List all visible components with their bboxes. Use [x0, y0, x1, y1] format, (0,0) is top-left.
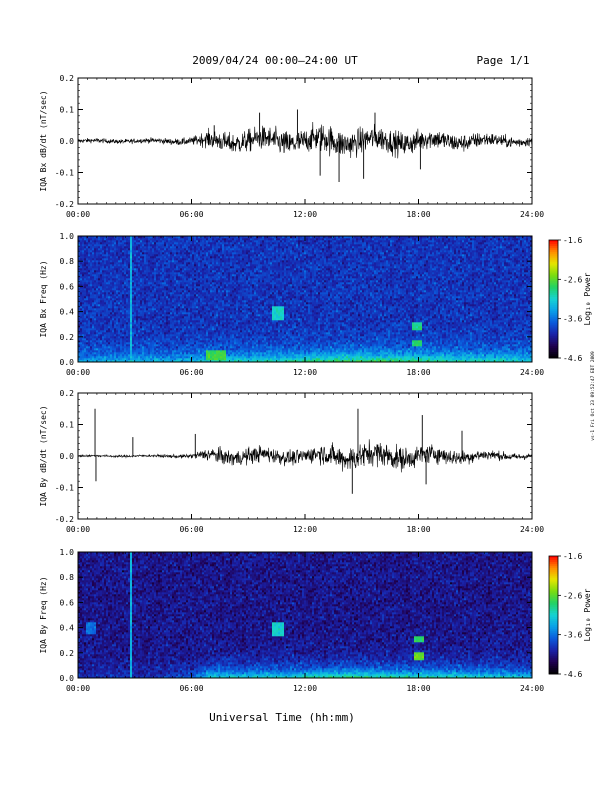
- x-tick-label: 18:00: [406, 210, 430, 219]
- x-tick-label: 00:00: [66, 368, 90, 377]
- y-axis-label: IQA Bx dB/dt (nT/sec): [39, 90, 48, 191]
- colorbar: -1.6 -2.6 -3.6 -4.6 Log₁₀ Power: [549, 552, 592, 679]
- colorbar: -1.6 -2.6 -3.6 -4.6 Log₁₀ Power: [549, 236, 592, 363]
- y-axis-label: IQA Bx Freq (Hz): [39, 260, 48, 337]
- x-tick-label: 18:00: [406, 684, 430, 693]
- x-tick-label: 06:00: [179, 525, 203, 534]
- page-indicator: Page 1/1: [477, 54, 530, 67]
- x-axis-label: Universal Time (hh:mm): [209, 711, 355, 724]
- y-tick-label: 0.2: [60, 649, 75, 658]
- y-tick-label: 1.0: [60, 232, 75, 241]
- panel-4: -1.6 -2.6 -3.6 -4.6 Log₁₀ Power 00:00 06:00 12:…: [39, 548, 592, 693]
- trace: [78, 110, 532, 182]
- signal-line: [78, 122, 532, 158]
- y-tick-label: 0.6: [60, 598, 75, 607]
- x-tick-label: 06:00: [179, 210, 203, 219]
- y-axis-label: IQA By dB/dt (nT/sec): [39, 405, 48, 506]
- x-tick-label: 12:00: [293, 210, 317, 219]
- signal-line: [78, 439, 532, 472]
- y-tick-label: 0.8: [60, 573, 75, 582]
- x-tick-label: 06:00: [179, 684, 203, 693]
- magnetometer-figure: 2009/04/24 00:00–24:00 UT Page 1/1 vs-1 …: [0, 0, 612, 792]
- figure-title: 2009/04/24 00:00–24:00 UT: [192, 54, 358, 67]
- x-tick-label: 24:00: [520, 684, 544, 693]
- spectrogram: [78, 236, 532, 362]
- colorbar-tick-label: -3.6: [563, 315, 582, 324]
- colorbar-tick-label: -1.6: [563, 552, 582, 561]
- y-tick-label: 0.0: [60, 452, 75, 461]
- x-tick-label: 24:00: [520, 368, 544, 377]
- y-axis-label: IQA By Freq (Hz): [39, 576, 48, 653]
- x-tick-label: 18:00: [406, 368, 430, 377]
- colorbar-tick-label: -4.6: [563, 670, 582, 679]
- spectrogram: [78, 552, 532, 678]
- y-tick-label: 0.6: [60, 282, 75, 291]
- colorbar-label: Log₁₀ Power: [583, 588, 592, 641]
- x-tick-label: 00:00: [66, 525, 90, 534]
- trace: [78, 409, 532, 494]
- y-tick-label: 0.4: [60, 308, 75, 317]
- x-tick-label: 24:00: [520, 210, 544, 219]
- y-tick-label: 0.0: [60, 137, 75, 146]
- y-tick-label: -0.1: [55, 169, 74, 178]
- y-tick-label: -0.2: [55, 200, 74, 209]
- y-tick-label: 0.2: [60, 74, 75, 83]
- colorbar-tick-label: -2.6: [563, 275, 582, 284]
- y-tick-label: 0.0: [60, 358, 75, 367]
- y-tick-label: 0.0: [60, 674, 75, 683]
- panel-3: 00:00 06:00 12:00 18:00 24:00 -0.2 -0.1 0.0 0.1 0…: [39, 389, 544, 534]
- panel-2: -1.6 -2.6 -3.6 -4.6 Log₁₀ Power 00:00 06:00 12:…: [39, 232, 592, 377]
- y-tick-label: 0.8: [60, 257, 75, 266]
- colorbar-tick-label: -4.6: [563, 354, 582, 363]
- x-tick-label: 00:00: [66, 210, 90, 219]
- x-tick-label: 12:00: [293, 525, 317, 534]
- colorbar-tick-label: -1.6: [563, 236, 582, 245]
- y-tick-label: 0.2: [60, 333, 75, 342]
- x-tick-label: 00:00: [66, 684, 90, 693]
- y-tick-label: 0.1: [60, 421, 75, 430]
- x-tick-label: 06:00: [179, 368, 203, 377]
- colorbar-label: Log₁₀ Power: [583, 272, 592, 325]
- colorbar-tick-label: -2.6: [563, 591, 582, 600]
- y-tick-label: 0.2: [60, 389, 75, 398]
- x-tick-label: 24:00: [520, 525, 544, 534]
- y-tick-label: 1.0: [60, 548, 75, 557]
- y-tick-label: 0.1: [60, 106, 75, 115]
- y-tick-label: -0.2: [55, 515, 74, 524]
- y-tick-label: -0.1: [55, 484, 74, 493]
- y-tick-label: 0.4: [60, 624, 75, 633]
- x-tick-label: 12:00: [293, 368, 317, 377]
- x-tick-label: 12:00: [293, 684, 317, 693]
- panel-1: 00:00 06:00 12:00 18:00 24:00 -0.2 -0.1 0.0 0.1 0…: [39, 74, 544, 219]
- colorbar-tick-label: -3.6: [563, 631, 582, 640]
- x-tick-label: 18:00: [406, 525, 430, 534]
- side-stamp: vs-1 Fri Oct 23 09:52:47 EDT 2009: [590, 351, 596, 441]
